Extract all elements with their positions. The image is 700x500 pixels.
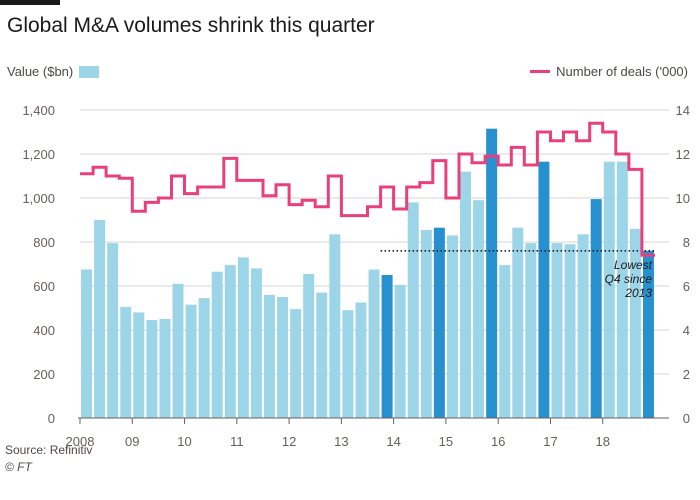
bar <box>551 243 563 418</box>
bar <box>473 200 485 418</box>
bar <box>577 234 589 418</box>
bar <box>107 243 119 418</box>
bar <box>94 220 106 418</box>
bar <box>564 244 576 418</box>
legend-bar-swatch <box>79 65 100 78</box>
y-right-tick-label: 6 <box>683 279 690 294</box>
bar <box>159 319 171 418</box>
y-right-tick-label: 8 <box>683 235 690 250</box>
bar <box>460 171 471 418</box>
y-left-tick-label: 1,000 <box>22 191 55 206</box>
bar <box>629 228 641 418</box>
bar <box>512 227 524 418</box>
y-right-tick-label: 12 <box>676 147 690 162</box>
bar <box>616 161 628 418</box>
bar <box>499 265 511 418</box>
legend-line-swatch <box>530 70 551 73</box>
x-tick-label: 11 <box>230 434 244 449</box>
bar <box>250 268 262 418</box>
bar <box>407 202 419 418</box>
bar <box>420 229 432 418</box>
x-tick-label: 10 <box>177 434 191 449</box>
y-right-tick-label: 14 <box>676 103 690 118</box>
bar <box>146 320 158 418</box>
legend-deals: Number of deals ('000) <box>530 64 688 79</box>
bar <box>198 298 210 418</box>
y-left-tick-label: 1,400 <box>22 103 55 118</box>
bar <box>185 304 197 418</box>
bar <box>120 306 132 418</box>
bar <box>590 199 602 418</box>
legend-deals-label: Number of deals ('000) <box>556 64 688 79</box>
bar <box>446 235 458 418</box>
y-left-tick-label: 0 <box>48 411 55 426</box>
bar <box>486 128 498 418</box>
bar <box>329 234 341 418</box>
x-tick-label: 16 <box>491 434 505 449</box>
bar <box>355 302 367 418</box>
bar <box>211 271 223 418</box>
bar <box>433 227 445 418</box>
y-right-tick-label: 4 <box>683 323 690 338</box>
bar <box>133 312 145 418</box>
y-left-tick-label: 800 <box>33 235 55 250</box>
bar <box>316 292 328 418</box>
legend-value: Value ($bn) <box>7 64 100 79</box>
bar <box>538 161 550 418</box>
bar <box>603 161 615 418</box>
y-left-tick-label: 600 <box>33 279 55 294</box>
ft-top-bar <box>0 0 60 5</box>
bar <box>224 265 236 418</box>
y-right-tick-label: 0 <box>683 411 690 426</box>
bar <box>642 250 654 418</box>
bar <box>525 243 537 418</box>
bar <box>277 297 289 418</box>
annotation-text: Lowest <box>614 258 653 272</box>
bar <box>264 294 275 418</box>
y-left-tick-label: 400 <box>33 323 55 338</box>
bar <box>290 309 302 418</box>
annotation-text: 2013 <box>624 286 652 300</box>
bar <box>394 284 406 418</box>
y-left-tick-label: 200 <box>33 367 55 382</box>
y-left-tick-label: 1,200 <box>22 147 55 162</box>
bar <box>381 275 393 418</box>
chart-title: Global M&A volumes shrink this quarter <box>7 14 375 37</box>
deals-line <box>80 121 655 257</box>
bar <box>342 310 354 418</box>
bar <box>368 269 380 418</box>
y-right-tick-label: 2 <box>683 367 690 382</box>
copyright-note: © FT <box>5 460 32 474</box>
x-tick-label: 12 <box>282 434 296 449</box>
source-note: Source: Refinitiv <box>5 443 93 457</box>
annotation-text: Q4 since <box>605 272 653 286</box>
bar <box>237 257 249 418</box>
x-tick-label: 15 <box>439 434 453 449</box>
y-right-tick-label: 10 <box>676 191 690 206</box>
x-tick-label: 13 <box>334 434 348 449</box>
x-tick-label: 17 <box>543 434 557 449</box>
legend-value-label: Value ($bn) <box>7 64 74 79</box>
x-tick-label: 14 <box>386 434 400 449</box>
x-tick-label: 18 <box>595 434 609 449</box>
bar <box>303 273 315 418</box>
bar <box>172 283 184 418</box>
bar <box>81 269 93 418</box>
x-tick-label: 2008 <box>66 434 95 449</box>
x-tick-label: 09 <box>125 434 139 449</box>
